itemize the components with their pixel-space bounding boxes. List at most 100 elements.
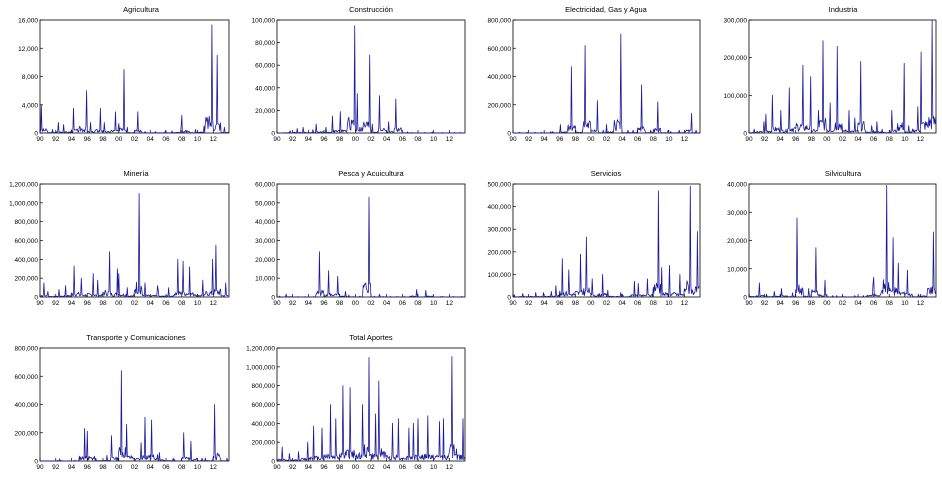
plot-frame bbox=[39, 19, 230, 134]
x-tick-label: 90 bbox=[273, 464, 281, 471]
x-tick-label: 04 bbox=[618, 300, 626, 307]
x-tick-label: 00 bbox=[587, 136, 595, 143]
y-tick-label: 400,000 bbox=[15, 257, 39, 264]
series-line bbox=[277, 196, 465, 298]
y-tick-label: 400,000 bbox=[488, 74, 512, 81]
series-line bbox=[513, 33, 700, 134]
panel-title: Transporte y Comunicaciones bbox=[86, 333, 186, 342]
y-tick-label: 0 bbox=[271, 459, 275, 466]
x-tick-label: 94 bbox=[68, 300, 76, 307]
y-tick-label: 800,000 bbox=[488, 18, 512, 25]
x-tick-label: 12 bbox=[210, 136, 218, 143]
y-tick-label: 50,000 bbox=[255, 200, 275, 207]
x-tick-label: 06 bbox=[634, 136, 642, 143]
panel-title: Industria bbox=[829, 5, 859, 14]
x-tick-label: 98 bbox=[99, 464, 107, 471]
x-tick-label: 96 bbox=[320, 136, 328, 143]
x-tick-label: 96 bbox=[792, 300, 800, 307]
x-tick-label: 08 bbox=[178, 464, 186, 471]
x-tick-label: 98 bbox=[99, 136, 107, 143]
x-tick-label: 06 bbox=[162, 136, 170, 143]
x-tick-label: 12 bbox=[446, 300, 454, 307]
panel-transporte: Transporte y Comunicaciones 0 200,000 400,… bbox=[15, 333, 230, 471]
x-tick-label: 94 bbox=[68, 464, 76, 471]
x-tick-label: 92 bbox=[761, 136, 769, 143]
y-tick-label: 40,000 bbox=[255, 219, 275, 226]
y-tick-label: 0 bbox=[34, 459, 38, 466]
x-tick-label: 12 bbox=[210, 300, 218, 307]
plot-area-silvicultura: 0 10,000 20,000 30,000 40,000 90 92 94 96 98 00 02 0… bbox=[727, 182, 937, 307]
y-tick-label: 20,000 bbox=[727, 238, 747, 245]
x-tick-label: 12 bbox=[446, 136, 454, 143]
x-tick-label: 08 bbox=[886, 300, 894, 307]
panel-title: Electricidad, Gas y Agua bbox=[565, 5, 648, 14]
x-tick-label: 06 bbox=[634, 300, 642, 307]
x-tick-label: 00 bbox=[352, 300, 360, 307]
x-tick-label: 90 bbox=[273, 300, 281, 307]
y-tick-label: 1,000,000 bbox=[246, 364, 275, 371]
plot-area-transporte: 0 200,000 400,000 600,000 800,000 90 92 94 96 98 0… bbox=[15, 346, 230, 471]
y-tick-label: 800,000 bbox=[15, 219, 39, 226]
y-tick-label: 10,000 bbox=[255, 276, 275, 283]
x-tick-label: 10 bbox=[901, 300, 909, 307]
panel-total-aportes: Total Aportes 0 200,000 400,000 600,000 800,… bbox=[246, 333, 466, 471]
x-tick-label: 98 bbox=[572, 136, 580, 143]
series-line bbox=[276, 25, 465, 134]
y-tick-label: 60,000 bbox=[255, 63, 275, 70]
x-tick-label: 02 bbox=[131, 136, 139, 143]
x-tick-label: 02 bbox=[839, 136, 847, 143]
x-tick-label: 06 bbox=[870, 300, 878, 307]
x-tick-label: 04 bbox=[147, 136, 155, 143]
y-tick-label: 20,000 bbox=[255, 257, 275, 264]
y-tick-label: 800,000 bbox=[252, 383, 276, 390]
plot-area-industria: 0 100,000 200,000 300,000 90 92 94 96 98 00 02 04 06… bbox=[724, 18, 937, 143]
x-tick-label: 08 bbox=[650, 136, 658, 143]
x-tick-label: 10 bbox=[430, 464, 438, 471]
y-tick-label: 0 bbox=[743, 295, 747, 302]
y-tick-label: 200,000 bbox=[15, 276, 39, 283]
x-tick-label: 02 bbox=[131, 300, 139, 307]
x-tick-label: 00 bbox=[115, 300, 123, 307]
y-tick-label: 0 bbox=[271, 295, 275, 302]
x-tick-label: 00 bbox=[115, 136, 123, 143]
x-tick-label: 94 bbox=[777, 136, 785, 143]
x-tick-label: 92 bbox=[52, 136, 60, 143]
y-tick-label: 60,000 bbox=[255, 182, 275, 189]
x-tick-label: 02 bbox=[839, 300, 847, 307]
x-tick-label: 94 bbox=[305, 136, 313, 143]
x-tick-label: 98 bbox=[336, 464, 344, 471]
y-tick-label: 600,000 bbox=[488, 46, 512, 53]
x-tick-label: 12 bbox=[210, 464, 218, 471]
panel-mineria: Minería 0 200,000 400,000 600,000 800,000 1,0… bbox=[9, 169, 230, 307]
plot-frame bbox=[748, 19, 937, 134]
series-line bbox=[39, 24, 229, 134]
y-tick-label: 40,000 bbox=[727, 182, 747, 189]
plot-frame bbox=[276, 19, 466, 134]
panel-pesca: Pesca y Acuicultura 0 10,000 20,000 30,000 4… bbox=[255, 169, 466, 307]
plot-area-pesca: 0 10,000 20,000 30,000 40,000 50,000 60,000 90 9… bbox=[255, 182, 466, 307]
x-tick-label: 92 bbox=[761, 300, 769, 307]
series-line bbox=[513, 185, 700, 298]
y-tick-label: 800,000 bbox=[15, 346, 39, 353]
y-tick-label: 600,000 bbox=[252, 402, 276, 409]
x-tick-label: 94 bbox=[541, 136, 549, 143]
panel-agricultura: Agricultura 0 4,000 8,000 12,000 16,000 90 92 9… bbox=[18, 5, 230, 143]
x-tick-label: 90 bbox=[509, 300, 517, 307]
y-tick-label: 100,000 bbox=[488, 272, 512, 279]
x-tick-label: 92 bbox=[52, 464, 60, 471]
y-tick-label: 1,200,000 bbox=[246, 346, 275, 353]
plot-frame bbox=[512, 183, 701, 298]
x-tick-label: 98 bbox=[572, 300, 580, 307]
x-tick-label: 04 bbox=[383, 300, 391, 307]
plot-area-construccion: 0 20,000 40,000 60,000 80,000 100,000 90 92 94 96… bbox=[252, 18, 466, 143]
x-tick-label: 04 bbox=[383, 464, 391, 471]
x-tick-label: 04 bbox=[854, 136, 862, 143]
x-tick-label: 96 bbox=[556, 300, 564, 307]
x-tick-label: 06 bbox=[162, 300, 170, 307]
y-tick-label: 200,000 bbox=[724, 55, 748, 62]
plot-area-mineria: 0 200,000 400,000 600,000 800,000 1,000,000 1,… bbox=[9, 182, 230, 307]
x-tick-label: 98 bbox=[99, 300, 107, 307]
x-tick-label: 96 bbox=[320, 464, 328, 471]
x-tick-label: 00 bbox=[823, 136, 831, 143]
x-tick-label: 92 bbox=[289, 464, 297, 471]
